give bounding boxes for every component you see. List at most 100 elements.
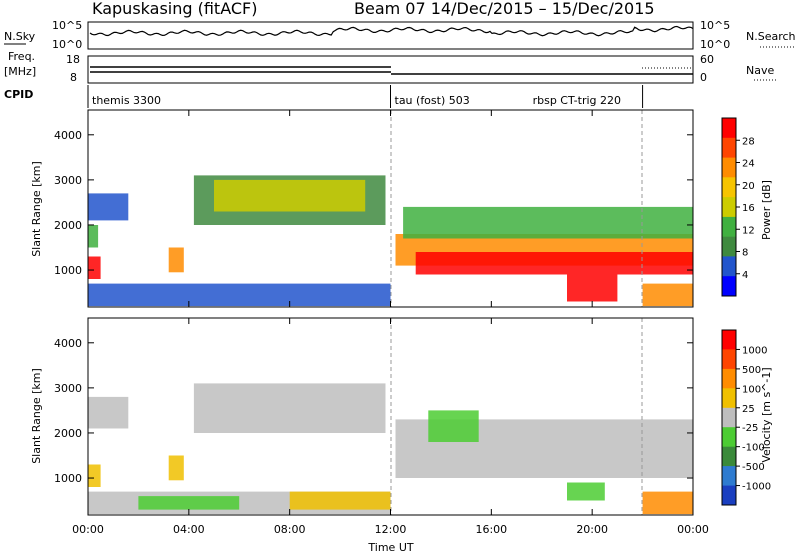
colorbar-tick-label: 25 <box>742 404 755 415</box>
velocity-data-regions <box>88 383 693 515</box>
x-tick-label: 00:00 <box>677 523 709 536</box>
cpid-segments: themis 3300 tau (fost) 503 rbsp CT-trig 22… <box>87 85 644 108</box>
scatter-region <box>642 491 693 515</box>
scatter-region <box>138 496 240 510</box>
scatter-region <box>214 179 366 212</box>
freq-label: Freq. <box>8 50 35 63</box>
nsearch-label: N.Search <box>746 30 796 43</box>
cpid-segment-label: rbsp CT-trig 220 <box>533 94 621 107</box>
colorbar-swatch <box>722 407 736 428</box>
colorbar-swatch <box>722 388 736 409</box>
colorbar-tick-label: -1000 <box>742 482 771 493</box>
x-tick-label: 12:00 <box>375 523 407 536</box>
freq-unit-label: [MHz] <box>4 65 36 78</box>
nave-trace <box>642 67 693 75</box>
station-title: Kapuskasing (fitACF) <box>92 0 257 18</box>
nsky-tick-top: 10^5 <box>52 19 82 32</box>
x-tick-label: 16:00 <box>475 523 507 536</box>
power-data-regions <box>88 175 693 307</box>
y-tick-label: 3000 <box>54 174 82 187</box>
x-tick-label: 20:00 <box>576 523 608 536</box>
power-panel: 4000 3000 2000 1000 Slant Range [km] <box>30 109 694 308</box>
colorbar-swatch <box>722 137 736 159</box>
scatter-region <box>88 283 391 307</box>
cpid-label: CPID <box>4 88 33 101</box>
colorbar-tick-label: 16 <box>742 203 755 214</box>
scatter-region <box>567 482 605 501</box>
colorbar-tick-label: 24 <box>742 159 755 170</box>
colorbar-swatch <box>722 216 736 238</box>
colorbar-frame <box>721 329 737 506</box>
scatter-region <box>289 491 391 510</box>
colorbar-swatch <box>722 368 736 389</box>
colorbar-swatch <box>722 256 736 277</box>
nsearch-tick-top: 10^5 <box>700 19 730 32</box>
scatter-region <box>415 252 693 275</box>
colorbar-swatch <box>722 118 736 139</box>
colorbar-swatch <box>722 466 736 486</box>
colorbar-tick-label: 1000 <box>742 345 767 356</box>
colorbar-tick-label: -100 <box>742 443 765 454</box>
nave-tick-top: 60 <box>700 53 714 66</box>
power-x-ticks <box>87 110 694 307</box>
nsky-tick-bottom: 10^0 <box>52 38 82 51</box>
nave-tick-bottom: 0 <box>700 71 707 84</box>
colorbar-swatch <box>722 177 736 198</box>
velocity-colorbar: 1000 500 100 25 -25 -100 -500 -1000 <box>721 329 771 506</box>
x-tick-label: 04:00 <box>173 523 205 536</box>
x-tick-label: 08:00 <box>274 523 306 536</box>
colorbar-tick-label: 4 <box>742 270 748 281</box>
y-tick-label: 2000 <box>54 219 82 232</box>
colorbar-tick-label: 12 <box>742 225 755 236</box>
colorbar-tick-label: 28 <box>742 136 755 147</box>
scatter-region <box>88 193 129 221</box>
colorbar-swatch <box>722 197 736 218</box>
freq-tick-bottom: 8 <box>70 71 77 84</box>
freq-trace <box>90 66 693 75</box>
scatter-region <box>403 206 693 239</box>
colorbar-swatch <box>722 276 736 297</box>
nsky-label: N.Sky <box>4 30 36 43</box>
velocity-panel: 4000 3000 2000 1000 00:00 04:00 08:00 12:00 16:… <box>30 317 709 554</box>
nave-label: Nave <box>746 64 774 77</box>
y-tick-label: 1000 <box>54 264 82 277</box>
power-y-ticks: 4000 3000 2000 1000 <box>54 129 693 277</box>
velocity-y-axis-label: Slant Range [km] <box>30 368 43 464</box>
power-y-axis-label: Slant Range [km] <box>30 161 43 257</box>
power-colorbar-label: Power [dB] <box>760 180 773 240</box>
x-tick-label: 00:00 <box>72 523 104 536</box>
nsky-trace <box>89 25 694 37</box>
colorbar-tick-label: 100 <box>742 384 761 395</box>
y-tick-label: 3000 <box>54 382 82 395</box>
y-tick-label: 1000 <box>54 472 82 485</box>
scatter-region <box>193 383 386 433</box>
colorbar-swatch <box>722 446 736 467</box>
y-tick-label: 4000 <box>54 129 82 142</box>
x-axis-label: Time UT <box>367 541 413 554</box>
scatter-region <box>88 464 101 487</box>
colorbar-tick-label: -500 <box>742 462 765 473</box>
velocity-y-ticks: 4000 3000 2000 1000 <box>54 337 693 485</box>
power-colorbar: 28 24 20 16 12 8 4 <box>721 117 755 297</box>
scatter-region <box>88 225 99 248</box>
y-tick-label: 4000 <box>54 337 82 350</box>
colorbar-swatch <box>722 157 736 178</box>
colorbar-tick-label: 500 <box>742 365 761 376</box>
scatter-region <box>168 455 184 481</box>
velocity-colorbar-label: Velocity [m s^-1] <box>760 367 773 462</box>
nsearch-tick-bottom: 10^0 <box>700 38 730 51</box>
scatter-region <box>567 274 618 302</box>
nsky-panel-frame <box>87 21 694 50</box>
cpid-segment-label: tau (fost) 503 <box>395 94 470 107</box>
colorbar-swatch <box>722 330 736 350</box>
colorbar-tick-label: 20 <box>742 181 755 192</box>
colorbar-swatch <box>722 236 736 257</box>
cpid-segment-label: themis 3300 <box>92 94 161 107</box>
y-tick-label: 2000 <box>54 427 82 440</box>
freq-panel-frame <box>87 55 694 84</box>
colorbar-swatch <box>722 485 736 506</box>
scatter-region <box>428 410 479 442</box>
scatter-region <box>642 283 693 307</box>
